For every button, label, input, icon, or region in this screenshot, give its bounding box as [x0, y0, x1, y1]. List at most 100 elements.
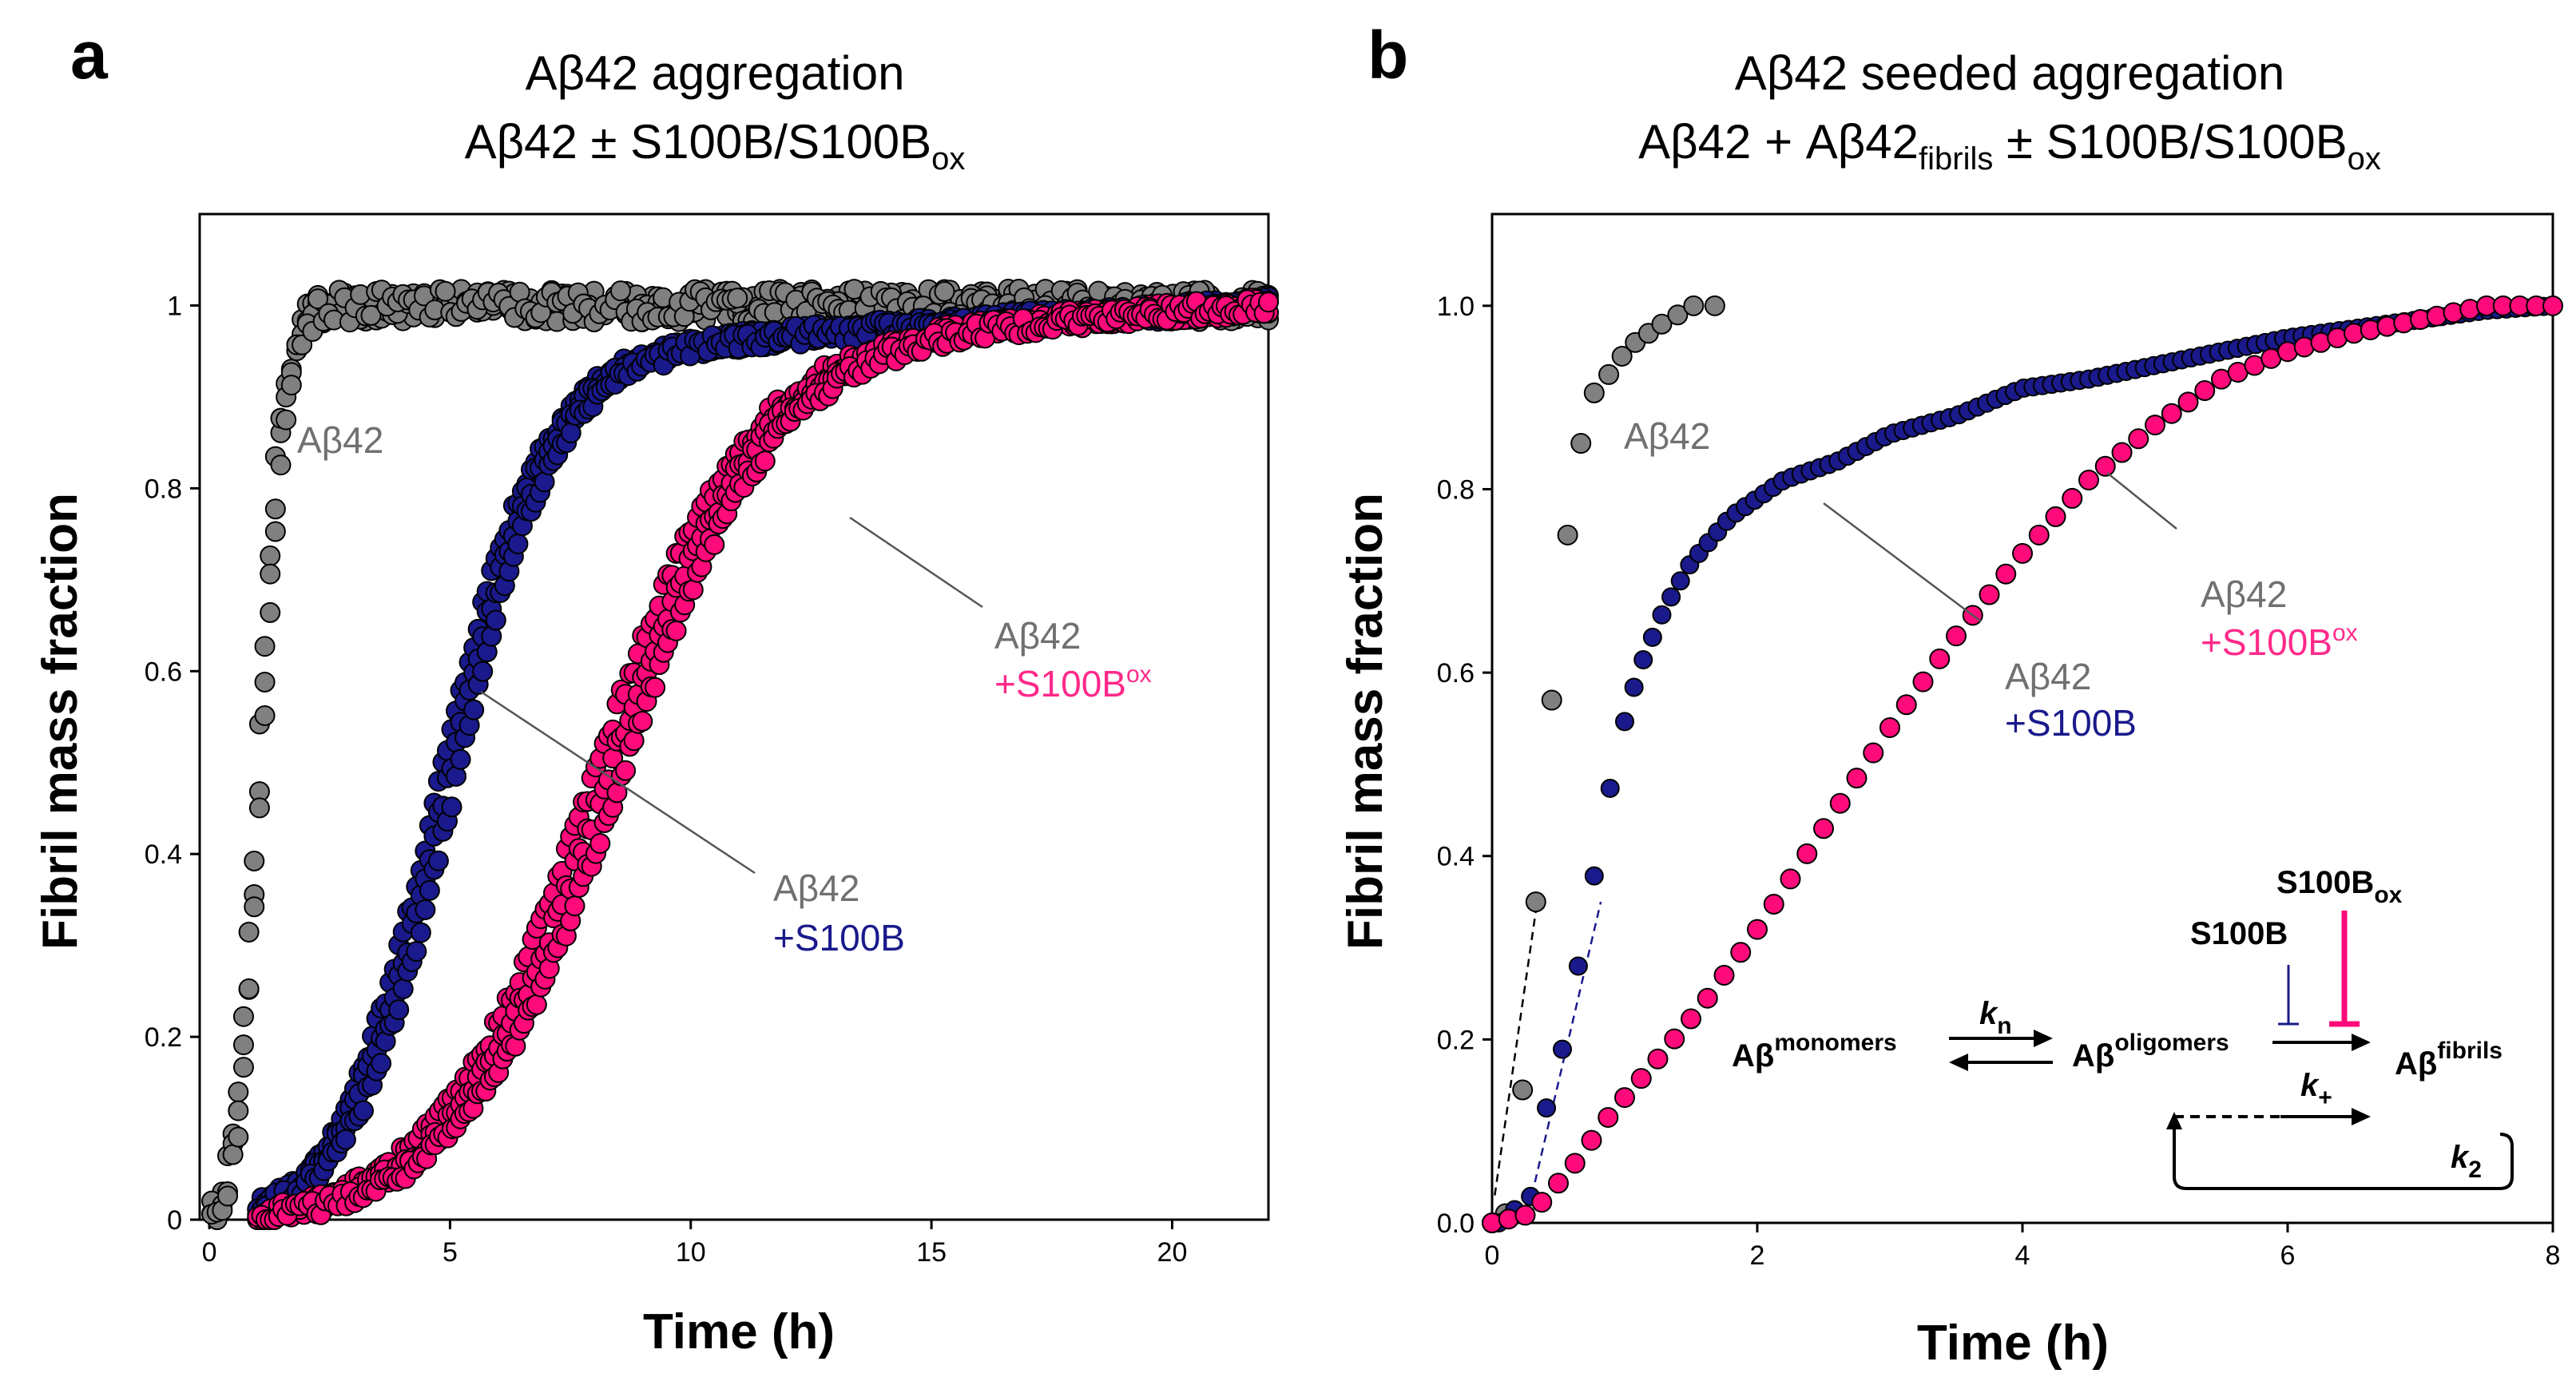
fit-line-ab42: [1494, 892, 1540, 1196]
annotation-b-s100box-text: +S100B: [2201, 621, 2332, 663]
data-points: [201, 278, 1279, 1230]
point-b-series-2: [2145, 415, 2165, 436]
point-a-series-2: [632, 711, 653, 732]
point-b-series-2: [2094, 455, 2116, 477]
panel-a-title-line2-sub: ox: [931, 141, 965, 177]
point-a-series-0: [609, 280, 631, 302]
point-a-series-2: [623, 730, 645, 752]
point-b-series-0: [1611, 345, 1633, 367]
point-a-series-0: [270, 454, 292, 476]
y-tick-label: 0.2: [1437, 1025, 1475, 1055]
annotation-b-s100b-line1: Aβ42: [2005, 656, 2091, 697]
panel-b-xlabel: Time (h): [1917, 1316, 2109, 1371]
point-a-series-2: [754, 450, 776, 472]
point-b-series-2: [1846, 768, 1868, 789]
annotation-a-s100box-text: +S100B: [994, 663, 1126, 704]
scheme-s100box-sub: ox: [2374, 882, 2402, 908]
point-b-series-2: [1664, 1028, 1685, 1050]
point-a-series-0: [254, 636, 276, 657]
y-tick-label: 0.8: [145, 474, 182, 504]
point-a-series-0: [228, 1081, 249, 1103]
point-b-series-2: [1531, 1192, 1553, 1213]
annotation-b-s100box-sup: ox: [2332, 620, 2358, 646]
point-a-series-0: [727, 288, 748, 309]
y-tick-label: 0.4: [1437, 842, 1475, 872]
point-b-series-0: [1525, 891, 1546, 913]
point-b-series-2: [2062, 487, 2083, 509]
point-b-series-2: [1912, 671, 1934, 693]
point-b-series-0: [1570, 433, 1592, 454]
point-b-series-2: [2426, 305, 2447, 327]
y-tick-label: 0.6: [145, 657, 182, 687]
point-b-series-2: [1598, 1106, 1619, 1128]
point-b-series-2: [2161, 403, 2182, 424]
rate-kn-sub: n: [1997, 1013, 2011, 1039]
panel-b-title-line1: Aβ42 seeded aggregation: [1735, 46, 2284, 100]
point-a-series-0: [264, 498, 286, 520]
x-tick-label: 4: [2015, 1240, 2030, 1271]
point-a-series-1: [415, 899, 436, 920]
point-a-series-1: [419, 879, 440, 901]
panel-a-title-line2-text: Aβ42 ± S100B/S100B: [465, 115, 932, 169]
point-b-series-2: [2111, 442, 2133, 463]
point-b-series-2: [1681, 1008, 1701, 1030]
point-b-series-2: [1747, 919, 1768, 940]
point-a-series-0: [280, 375, 302, 396]
y-tick-label: 0.0: [1437, 1208, 1475, 1239]
panel-b-title-line2-text: Aβ42 + Aβ42: [1638, 115, 1919, 169]
point-a-series-1: [335, 1129, 356, 1150]
point-b-series-1: [1633, 650, 1653, 670]
point-a-series-2: [682, 579, 704, 601]
point-b-series-1: [1624, 677, 1644, 697]
point-b-series-1: [1615, 712, 1634, 732]
x-tick-label: 0: [1485, 1240, 1500, 1271]
panel-b-plot: 0 2 4 6 8 0.0 0.2 0.4 0.6 0.8 1.0: [1437, 212, 2563, 1271]
scheme-oligomers: Aβoligomers: [2072, 1030, 2229, 1074]
point-b-series-1: [1670, 571, 1690, 591]
arrow-forward-kn-head: [2034, 1030, 2053, 1047]
point-b-series-0: [1541, 689, 1562, 711]
point-a-series-0: [260, 545, 281, 566]
point-b-series-2: [1829, 792, 1851, 814]
point-a-series-1: [441, 796, 462, 818]
k2-feedback-loop: [2173, 1118, 2514, 1190]
point-b-series-0: [1512, 1079, 1534, 1101]
point-a-series-0: [232, 1057, 254, 1078]
panel-b-title-line2-sub: fibrils: [1919, 141, 1993, 177]
point-a-series-0: [292, 334, 313, 355]
point-b-series-0: [1704, 295, 1725, 316]
point-a-series-1: [392, 978, 414, 1000]
point-a-series-0: [254, 671, 276, 693]
point-a-series-0: [228, 1100, 249, 1121]
scheme-oligomers-sup: oligomers: [2114, 1030, 2229, 1056]
point-a-series-0: [260, 563, 281, 585]
point-a-series-2: [665, 620, 687, 641]
x-tick-label: 20: [1157, 1237, 1188, 1268]
annotation-b-s100b-line2: +S100B: [2005, 702, 2137, 744]
leader-b-s100box: [2106, 472, 2177, 530]
annotation-a-s100b-line1: Aβ42: [773, 867, 859, 909]
x-tick-label: 10: [676, 1237, 706, 1268]
scheme-s100box-base: S100B: [2276, 865, 2374, 900]
rate-k2: k2: [2451, 1140, 2482, 1183]
scheme-fibrils-base: Aβ: [2395, 1046, 2437, 1081]
rate-k2-sub: 2: [2468, 1157, 2482, 1183]
point-b-series-1: [1568, 956, 1588, 976]
point-b-series-2: [2012, 542, 2033, 564]
point-a-series-1: [388, 999, 410, 1021]
point-b-series-0: [1667, 304, 1689, 326]
scheme-s100box: S100Box: [2276, 865, 2403, 908]
point-b-series-2: [2344, 323, 2364, 344]
panel-a-plot: 0 5 10 15 20 0 0.2 0.4 0.6 0.8 1: [145, 212, 1279, 1268]
point-b-series-2: [1548, 1173, 1569, 1194]
point-b-series-2: [2177, 391, 2199, 413]
point-b-series-1: [1600, 778, 1620, 798]
point-a-series-0: [435, 280, 456, 302]
point-a-series-0: [228, 1126, 249, 1148]
scheme-oligomers-base: Aβ: [2072, 1038, 2114, 1074]
x-tick-label: 15: [916, 1237, 947, 1268]
point-b-series-2: [1929, 648, 1951, 669]
point-a-series-0: [244, 850, 265, 871]
leader-a-s100box: [849, 516, 983, 609]
panel-a-xlabel: Time (h): [643, 1304, 835, 1359]
